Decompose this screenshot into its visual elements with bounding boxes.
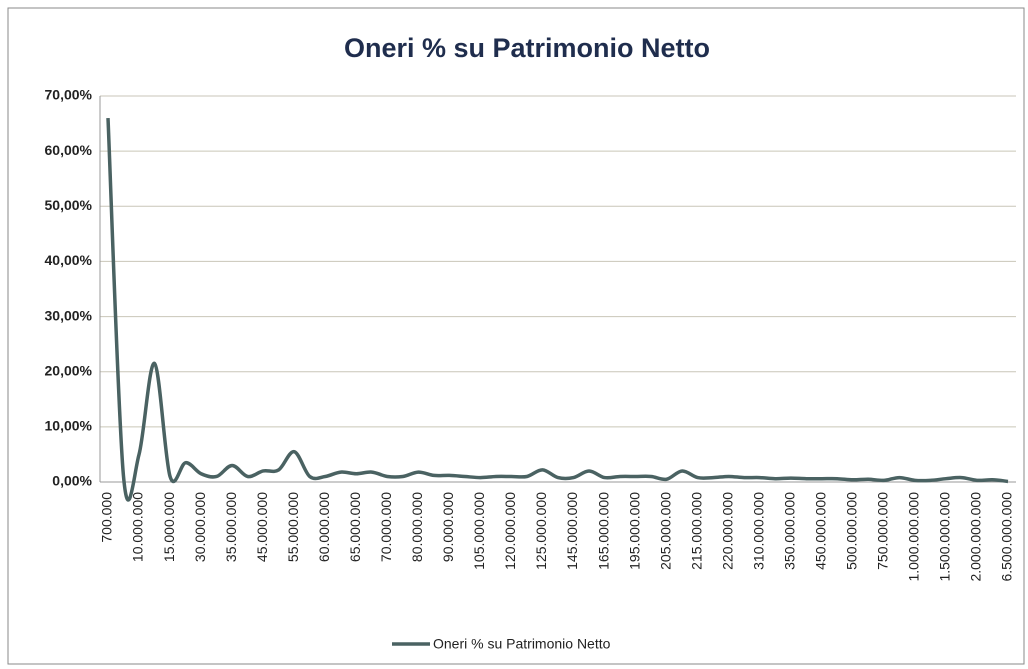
x-tick-label: 1.000.000.000	[906, 492, 922, 582]
x-tick-label: 80.000.000	[409, 492, 425, 562]
x-tick-label: 145.000.000	[564, 492, 580, 570]
x-tick-label: 105.000.000	[471, 492, 487, 570]
x-tick-label: 220.000.000	[719, 492, 735, 570]
x-tick-label: 310.000.000	[750, 492, 766, 570]
x-tick-label: 450.000.000	[812, 492, 828, 570]
x-tick-label: 215.000.000	[688, 492, 704, 570]
chart-frame	[7, 7, 1025, 665]
x-tick-label: 2.000.000.000	[968, 492, 984, 582]
x-tick-label: 165.000.000	[595, 492, 611, 570]
x-tick-label: 125.000.000	[533, 492, 549, 570]
x-tick-label: 65.000.000	[347, 492, 363, 562]
x-tick-label: 205.000.000	[657, 492, 673, 570]
x-tick-label: 90.000.000	[440, 492, 456, 562]
x-tick-label: 1.500.000.000	[937, 492, 953, 582]
x-tick-label: 60.000.000	[316, 492, 332, 562]
y-tick-label: 50,00%	[45, 197, 93, 213]
x-tick-label: 195.000.000	[626, 492, 642, 570]
x-tick-label: 700.000	[99, 492, 115, 543]
legend-label: Oneri % su Patrimonio Netto	[433, 636, 611, 652]
y-tick-label: 10,00%	[45, 418, 93, 434]
y-tick-label: 60,00%	[45, 142, 93, 158]
x-tick-label: 350.000.000	[781, 492, 797, 570]
y-tick-label: 30,00%	[45, 307, 93, 323]
x-tick-label: 750.000.000	[875, 492, 891, 570]
x-tick-label: 30.000.000	[192, 492, 208, 562]
y-tick-label: 20,00%	[45, 362, 93, 378]
chart-title: Oneri % su Patrimonio Netto	[344, 33, 710, 63]
x-tick-label: 120.000.000	[502, 492, 518, 570]
y-tick-label: 0,00%	[52, 473, 92, 489]
x-tick-label: 10.000.000	[130, 492, 146, 562]
y-tick-label: 40,00%	[45, 252, 93, 268]
x-tick-label: 35.000.000	[223, 492, 239, 562]
x-tick-label: 500.000.000	[844, 492, 860, 570]
x-tick-label: 6.500.000.000	[999, 492, 1015, 582]
y-tick-label: 70,00%	[45, 87, 93, 103]
x-tick-label: 70.000.000	[378, 492, 394, 562]
line-series	[106, 117, 1009, 502]
x-tick-label: 45.000.000	[254, 492, 270, 562]
x-tick-label: 55.000.000	[285, 492, 301, 562]
x-tick-label: 15.000.000	[161, 492, 177, 562]
